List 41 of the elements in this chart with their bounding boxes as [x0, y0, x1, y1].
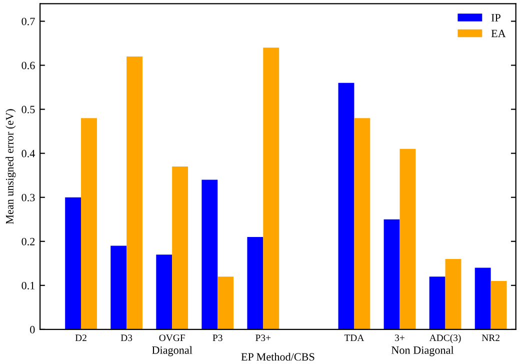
- bar: [384, 219, 400, 330]
- y-tick-label: 0: [30, 326, 35, 334]
- x-tick-label: ADC(3): [429, 334, 461, 344]
- x-tick-label: OVGF: [159, 334, 185, 342]
- bar: [156, 254, 172, 330]
- bar: [65, 197, 82, 330]
- x-tick-label: NR2: [482, 334, 500, 342]
- x-tick-label: D3: [120, 334, 132, 342]
- legend-label: EA: [491, 30, 506, 38]
- bar: [126, 56, 142, 330]
- text: Diagonal: [152, 346, 192, 356]
- bar: [218, 276, 234, 330]
- y-tick-label: 0.2: [22, 238, 35, 246]
- x-tick-label: D2: [75, 334, 86, 342]
- y-tick-label: 0.1: [22, 282, 35, 290]
- x-tick-label: TDA: [344, 334, 364, 342]
- y-tick-label: 0.4: [22, 150, 36, 158]
- bar: [110, 246, 127, 330]
- x-tick-label: 3+: [395, 334, 404, 342]
- bar: [202, 180, 218, 330]
- x-tick-label: P3: [212, 334, 222, 342]
- x-axis-title: EP Method/CBS: [241, 352, 314, 361]
- bar: [263, 48, 280, 330]
- bar: [338, 82, 354, 330]
- bar: [445, 258, 462, 330]
- y-tick-label: 0.5: [22, 106, 35, 114]
- bar: [490, 280, 507, 330]
- y-tick-label: 0.7: [22, 18, 35, 26]
- bar: [400, 148, 416, 330]
- y-tick-label: 0.3: [22, 194, 35, 202]
- bar: [247, 236, 264, 330]
- y-tick-label: 0.6: [22, 62, 35, 70]
- y-axis-title: Mean unsigned error (eV): [6, 109, 16, 224]
- legend-label: IP: [491, 14, 500, 22]
- bar: [429, 276, 446, 330]
- bar: [172, 166, 188, 330]
- text: Non Diagonal: [392, 346, 454, 356]
- bar: [81, 118, 97, 330]
- bar: [354, 118, 370, 330]
- bar: [474, 268, 491, 330]
- x-tick-label: P3+: [256, 334, 271, 342]
